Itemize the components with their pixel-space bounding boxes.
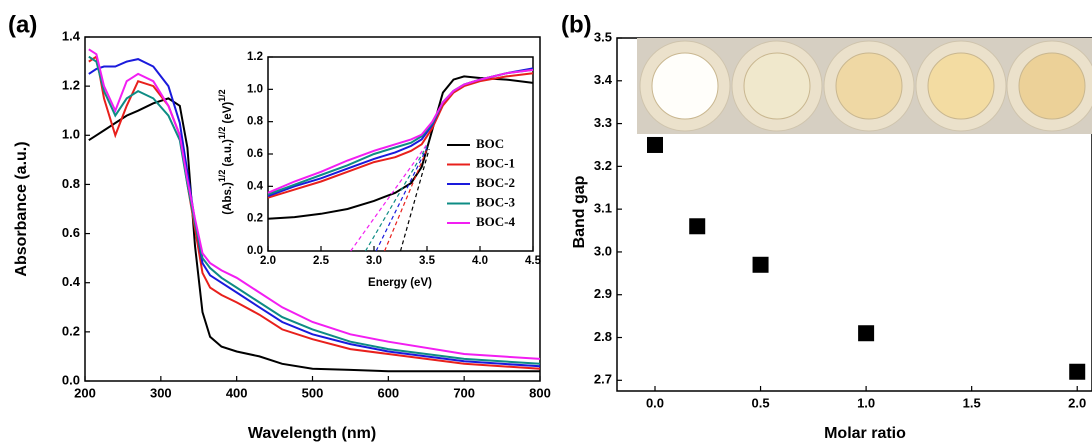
y-label-part: (Abs.) <box>222 182 234 215</box>
dish-sample <box>651 52 719 120</box>
x-axis-label: Wavelength (nm) <box>248 425 376 442</box>
y-axis-label: (Abs.)1/2(a.u.)1/2(eV)1/2 <box>217 89 234 214</box>
tangent-line <box>399 148 430 252</box>
y-label-exponent: 1/2 <box>217 127 227 140</box>
x-tick-label: 1.0 <box>857 395 875 410</box>
x-tick-label: 300 <box>150 385 172 400</box>
y-label-part: (eV) <box>222 102 234 124</box>
y-tick-label: 0.2 <box>247 213 263 225</box>
dish-sample <box>743 52 811 120</box>
legend-label: BOC <box>476 136 504 151</box>
x-tick-label: 3.0 <box>366 255 382 267</box>
x-tick-label: 700 <box>453 385 475 400</box>
x-tick-label: 500 <box>302 385 324 400</box>
series-line <box>267 68 534 194</box>
panel-label: (a) <box>8 11 37 38</box>
series-line <box>267 75 534 220</box>
y-label-exponent: 1/2 <box>217 89 227 102</box>
legend-label: BOC-4 <box>476 214 516 229</box>
y-tick-label: 3.5 <box>594 29 612 44</box>
y-tick-label: 1.0 <box>62 127 80 142</box>
x-tick-label: 2.0 <box>1068 395 1086 410</box>
data-point <box>858 325 875 342</box>
x-axis-label: Molar ratio <box>824 425 906 442</box>
x-tick-label: 800 <box>529 385 551 400</box>
y-tick-label: 3.0 <box>594 243 612 258</box>
panel-label: (b) <box>561 11 592 38</box>
series-line <box>88 48 541 360</box>
x-tick-label: 0.0 <box>646 395 664 410</box>
x-tick-label: 2.0 <box>260 255 276 267</box>
legend-label: BOC-3 <box>476 194 516 209</box>
x-tick-label: 4.0 <box>472 255 488 267</box>
x-axis-label: Energy (eV) <box>368 277 432 289</box>
y-tick-label: 0.4 <box>62 274 81 289</box>
tangent-line <box>365 145 428 252</box>
y-tick-label: 3.1 <box>594 201 612 216</box>
series-line <box>88 55 541 365</box>
y-label-part: (a.u.) <box>222 139 234 167</box>
x-tick-label: 600 <box>377 385 399 400</box>
data-point <box>752 256 769 273</box>
x-tick-label: 400 <box>226 385 248 400</box>
data-point <box>647 136 663 153</box>
y-tick-label: 3.3 <box>594 115 612 130</box>
y-tick-label: 3.2 <box>594 158 612 173</box>
data-point <box>1069 363 1086 380</box>
y-tick-label: 3.4 <box>594 72 613 87</box>
y-tick-label: 0.2 <box>62 323 80 338</box>
series-line <box>267 72 534 199</box>
tangent-line <box>375 147 428 252</box>
y-tick-label: 2.8 <box>594 329 612 344</box>
y-tick-label: 1.0 <box>247 83 263 95</box>
tangent-line <box>350 143 428 252</box>
x-tick-label: 1.5 <box>963 395 981 410</box>
y-tick-label: 0.4 <box>247 180 264 192</box>
y-tick-label: 1.2 <box>62 78 80 93</box>
y-axis-label: Absorbance (a.u.) <box>13 141 30 276</box>
x-tick-label: 3.5 <box>419 255 436 267</box>
data-point <box>689 218 706 235</box>
y-tick-label: 0.0 <box>62 372 80 387</box>
x-tick-label: 0.5 <box>752 395 770 410</box>
y-tick-label: 0.6 <box>247 148 263 160</box>
x-tick-label: 2.5 <box>313 255 330 267</box>
y-tick-label: 2.7 <box>594 372 612 387</box>
y-tick-label: 0.8 <box>62 176 80 191</box>
x-tick-label: 4.5 <box>525 255 542 267</box>
y-tick-label: 0.0 <box>247 245 263 257</box>
y-tick-label: 0.8 <box>247 116 264 128</box>
y-tick-label: 0.6 <box>62 225 80 240</box>
tangent-line <box>384 148 428 252</box>
photo-strip <box>637 38 1092 134</box>
dish-sample <box>835 52 903 120</box>
y-tick-label: 1.2 <box>247 51 263 63</box>
y-tick-label: 2.9 <box>594 286 612 301</box>
dish-sample <box>927 52 995 120</box>
dish-sample <box>1018 52 1086 120</box>
legend-label: BOC-2 <box>476 175 515 190</box>
legend-label: BOC-1 <box>476 155 515 170</box>
y-tick-label: 1.4 <box>62 28 81 43</box>
series-line <box>88 55 541 370</box>
y-axis-label: Band gap <box>571 175 588 248</box>
y-label-exponent: 1/2 <box>217 170 227 183</box>
x-tick-label: 200 <box>74 385 96 400</box>
